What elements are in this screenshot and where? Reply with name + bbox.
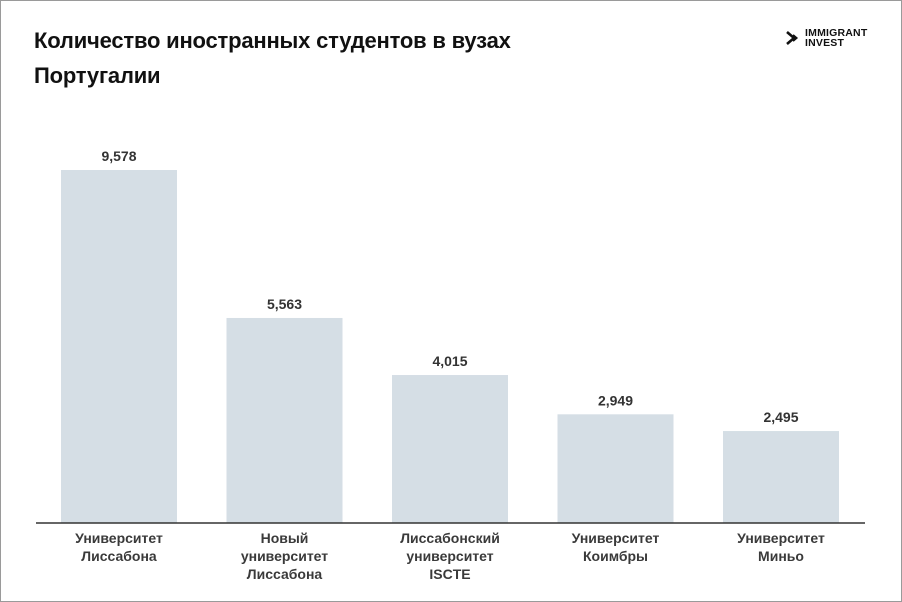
chart-title: Количество иностранных студентов в вузах… — [34, 28, 511, 88]
brand-logo: IMMIGRANT INVEST — [786, 28, 867, 48]
category-label-1: Университет Лиссабона — [75, 530, 163, 564]
value-label-5: 2,495 — [763, 409, 798, 425]
value-label-3: 4,015 — [432, 353, 467, 369]
value-label-1: 9,578 — [101, 148, 136, 164]
value-label-4: 2,949 — [598, 392, 633, 408]
bar-3 — [392, 375, 508, 523]
bar-1 — [61, 170, 177, 523]
category-label-2: Новый университет Лиссабона — [241, 530, 328, 582]
logo-line-1: IMMIGRANT — [805, 27, 868, 39]
category-label-4: Университет Коимбры — [572, 530, 660, 564]
bar-4 — [557, 414, 674, 523]
chevron-logo-icon — [786, 31, 799, 45]
category-label-3: Лиссабонский университет ISCTE — [400, 530, 500, 582]
logo-line-2: INVEST — [805, 37, 845, 49]
logo-text: IMMIGRANT INVEST — [805, 27, 868, 49]
bar-2 — [226, 317, 343, 523]
bar-5 — [723, 431, 839, 523]
category-label-5: Университет Миньо — [737, 530, 825, 564]
value-label-2: 5,563 — [267, 296, 302, 312]
